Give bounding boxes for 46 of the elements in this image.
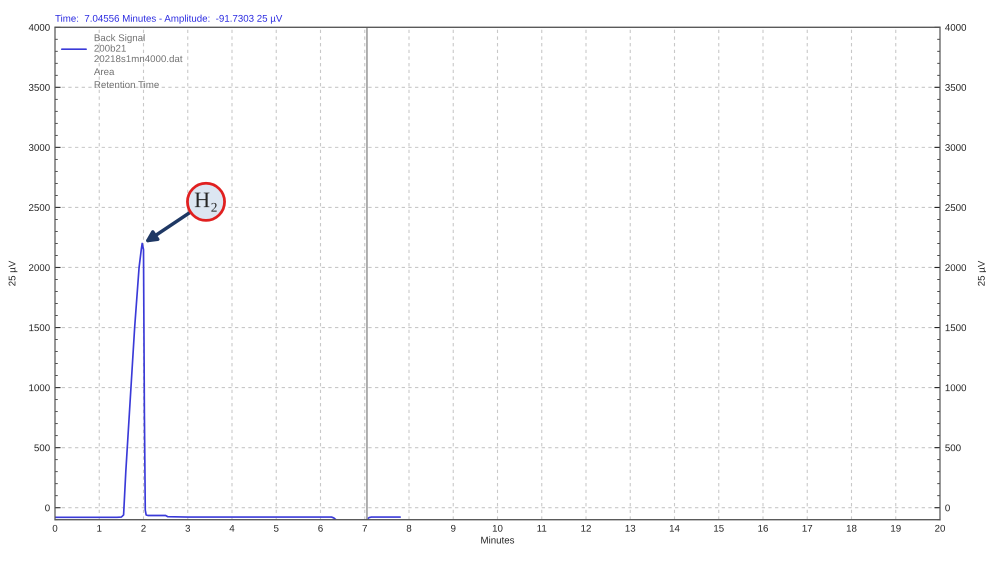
x-tick-label: 1 <box>97 524 102 532</box>
chart-title: Time: 7.04556 Minutes - Amplitude: -91.7303 25 µV <box>55 14 282 24</box>
y2-tick-label: 3500 <box>945 84 966 91</box>
annotation: H₂ <box>194 192 217 212</box>
y2-tick-label: 500 <box>945 444 961 452</box>
y2-tick-label: 3000 <box>945 144 966 151</box>
x-tick-label: 13 <box>626 524 636 532</box>
y-tick-label: 3000 <box>28 144 50 151</box>
y-tick-label: 3500 <box>28 84 50 91</box>
y-tick-label: 4000 <box>28 24 50 31</box>
x-tick-label: 11 <box>537 524 546 532</box>
x-tick-label: 12 <box>581 524 591 532</box>
x-tick-label: 9 <box>451 524 456 532</box>
annotation: Area <box>94 68 114 76</box>
x-tick-label: 6 <box>318 524 323 532</box>
y-axis-title: 25 µV <box>8 260 18 286</box>
x-tick-label: 4 <box>230 524 234 532</box>
y-tick-label: 1000 <box>29 384 50 392</box>
x-tick-label: 3 <box>185 524 190 532</box>
y2-tick-label: 2500 <box>945 204 966 212</box>
x-tick-label: 15 <box>714 524 724 532</box>
y-tick-label: 2000 <box>29 264 50 272</box>
y2-tick-label: 0 <box>945 504 950 512</box>
x-tick-label: 20 <box>935 524 946 532</box>
annotation: Retention Time <box>94 80 159 88</box>
y-tick-label: 500 <box>34 444 50 452</box>
y2-tick-label: 1000 <box>946 384 966 392</box>
y2-tick-label: 4000 <box>945 24 966 31</box>
y2-tick-label: 1500 <box>946 324 966 332</box>
x-tick-label: 7 <box>362 524 367 532</box>
x-axis-title: Minutes <box>481 536 514 544</box>
x-tick-label: 10 <box>492 524 503 532</box>
x-tick-label: 18 <box>846 524 856 532</box>
x-tick-label: 17 <box>802 524 812 532</box>
x-tick-label: 8 <box>406 524 412 532</box>
x-tick-label: 5 <box>274 524 279 532</box>
y2-tick-label: 2000 <box>945 264 966 272</box>
y-tick-label: 0 <box>45 504 50 512</box>
x-tick-label: 0 <box>52 524 58 532</box>
legend-label: Back Signal 200b21 20218s1mn4000.dat <box>94 34 182 62</box>
x-tick-label: 14 <box>670 524 680 532</box>
x-tick-label: 16 <box>758 524 768 532</box>
y-tick-label: 1500 <box>29 324 50 332</box>
x-tick-label: 19 <box>891 524 901 532</box>
y-tick-label: 2500 <box>29 204 50 212</box>
x-tick-label: 2 <box>141 524 146 532</box>
